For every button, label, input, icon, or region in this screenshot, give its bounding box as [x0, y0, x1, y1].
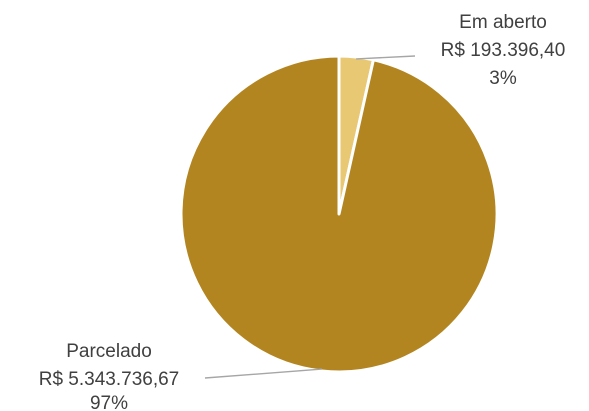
slice-label-percent-parcelado: 97%	[90, 393, 128, 411]
leader-line-em-aberto	[356, 55, 416, 60]
pie-slice-parcelado	[179, 54, 499, 374]
slice-label-value-parcelado: R$ 5.343.736,67	[39, 369, 180, 390]
slice-label-name-em-aberto: Em aberto	[459, 12, 547, 33]
slice-label-percent-em-aberto: 3%	[489, 68, 517, 89]
slice-label-name-parcelado: Parcelado	[66, 341, 152, 362]
data-label-em-aberto: Em aberto R$ 193.396,40 3%	[441, 12, 566, 89]
leader-line-parcelado	[204, 368, 322, 379]
pie-slices	[179, 54, 499, 374]
leader-lines	[204, 55, 416, 379]
slice-label-value-em-aberto: R$ 193.396,40	[441, 40, 566, 61]
data-label-parcelado: Parcelado R$ 5.343.736,67 97%	[39, 341, 180, 411]
